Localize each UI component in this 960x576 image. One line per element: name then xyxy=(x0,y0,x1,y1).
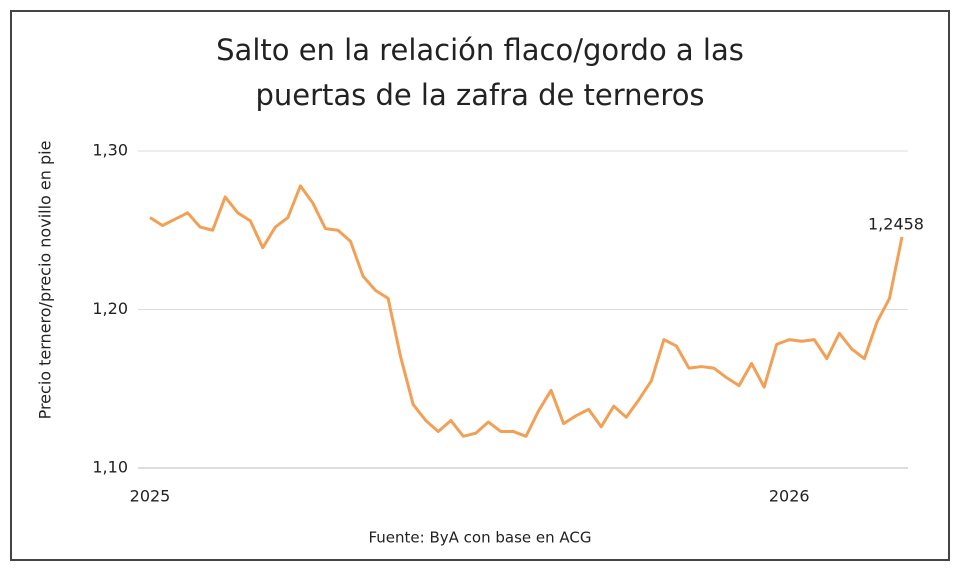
x-tick-label: 2025 xyxy=(130,487,171,506)
y-tick-label: 1,30 xyxy=(92,141,128,160)
source-note: Fuente: ByA con base en ACG xyxy=(368,529,591,547)
chart-title: Salto en la relación flaco/gordo a las p… xyxy=(216,33,744,112)
data-line xyxy=(149,184,904,438)
y-tick-label: 1,10 xyxy=(92,458,128,477)
y-tick-label: 1,20 xyxy=(92,299,128,318)
data-label: 1,2458 xyxy=(868,214,924,233)
x-tick-label: 2026 xyxy=(769,487,810,506)
y-axis-label: Precio ternero/precio novillo en pie xyxy=(36,141,55,420)
